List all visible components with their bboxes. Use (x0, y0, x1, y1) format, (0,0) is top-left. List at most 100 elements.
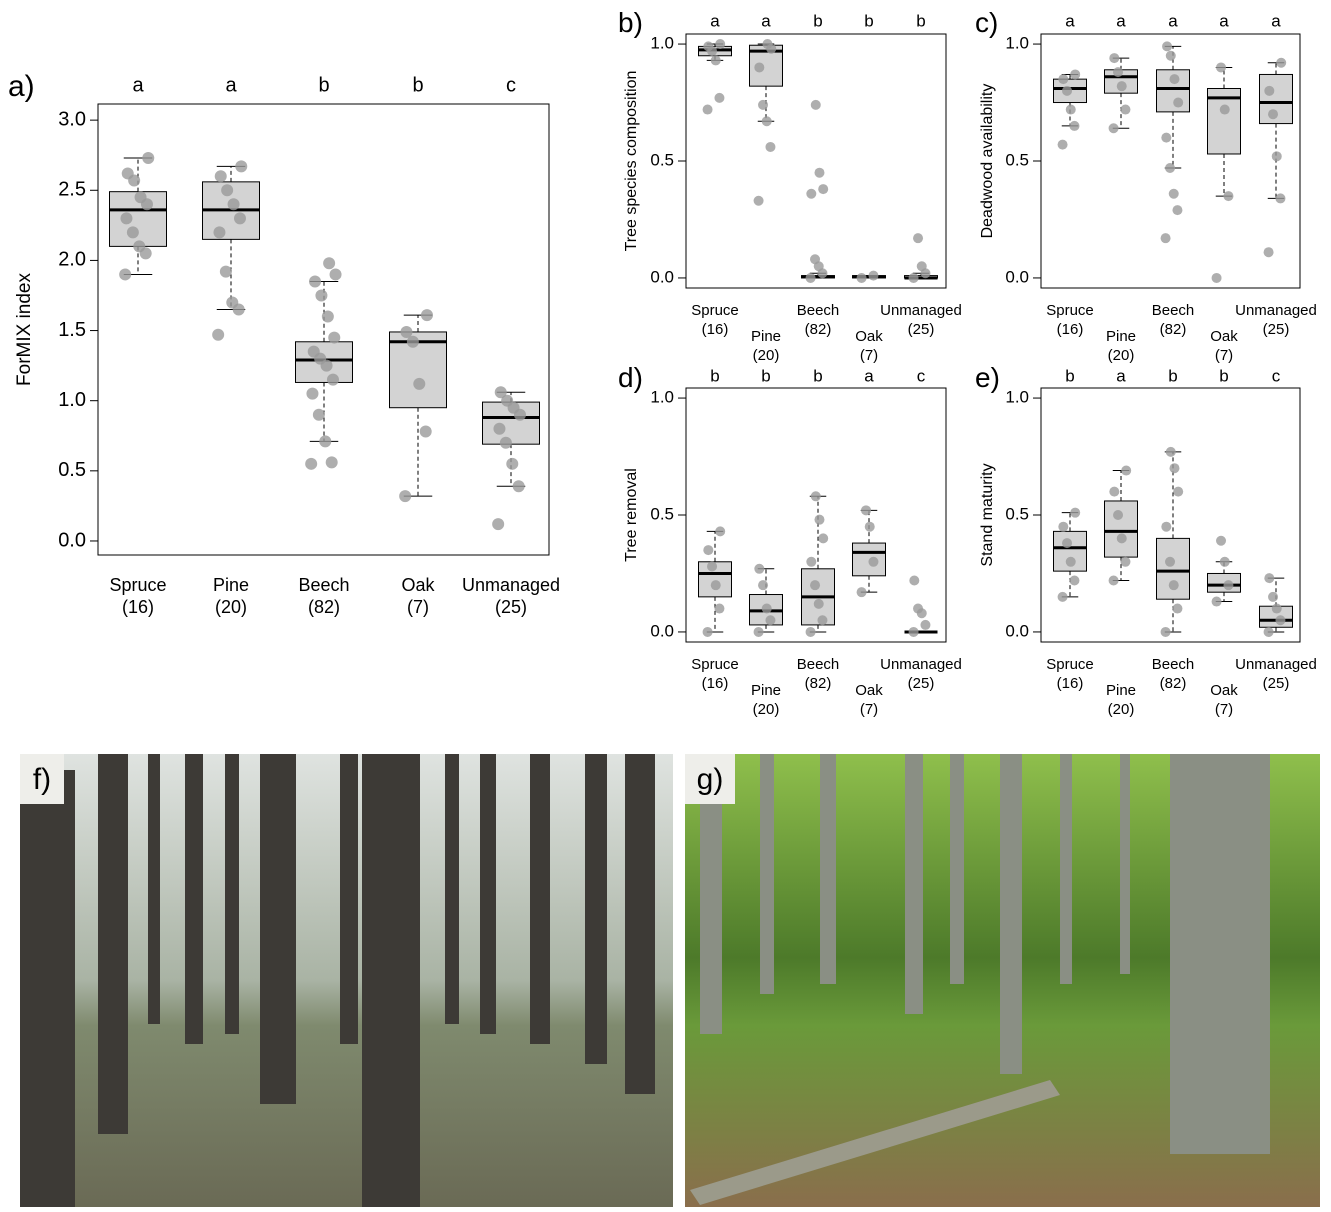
y-tick-label: 0.5 (1005, 504, 1029, 523)
data-point (818, 184, 828, 194)
group-letter: b (412, 74, 423, 96)
group-letter: a (225, 74, 237, 96)
x-tick-label: Oak (855, 682, 883, 699)
plot-frame (98, 104, 549, 555)
group-size: (25) (1263, 321, 1290, 338)
group-size: (25) (495, 597, 527, 617)
group-letter: a (1116, 366, 1126, 385)
group-size: (16) (122, 597, 154, 617)
y-tick-label: 1.0 (650, 388, 674, 407)
data-point (758, 580, 768, 590)
data-point (492, 518, 504, 530)
group-size: (16) (702, 675, 729, 692)
y-tick-label: 0.5 (58, 459, 86, 481)
data-point (1070, 508, 1080, 518)
data-point (1070, 69, 1080, 79)
data-point (1162, 41, 1172, 51)
data-point (818, 533, 828, 543)
data-point (1173, 98, 1183, 108)
x-tick-label: Spruce (691, 656, 739, 673)
data-point (315, 289, 327, 301)
data-point (707, 561, 717, 571)
data-point (127, 226, 139, 238)
data-point (1161, 233, 1171, 243)
data-point (400, 326, 412, 338)
data-point (714, 604, 724, 614)
data-point (1212, 597, 1222, 607)
data-point (1120, 105, 1130, 115)
group-size: (82) (1160, 321, 1187, 338)
group-letter: a (1065, 11, 1075, 30)
box (1208, 573, 1241, 592)
group-size: (82) (805, 321, 832, 338)
group-letter: b (813, 366, 822, 385)
x-tick-label: Spruce (109, 575, 166, 595)
data-point (1275, 615, 1285, 625)
data-point (326, 456, 338, 468)
data-point (1062, 538, 1072, 548)
data-point (1212, 273, 1222, 283)
data-point (235, 160, 247, 172)
data-point (806, 557, 816, 567)
figure: f) g) a)ForMIX index0.00.51.01.52.02.53.… (0, 0, 1331, 1207)
data-point (762, 39, 772, 49)
data-point (1069, 121, 1079, 131)
x-tick-label: Beech (1152, 302, 1195, 319)
panel-label: c) (975, 7, 998, 38)
data-point (754, 62, 764, 72)
data-point (215, 170, 227, 182)
data-point (1169, 580, 1179, 590)
group-letter: b (916, 11, 925, 30)
data-point (1275, 193, 1285, 203)
group-letter: b (813, 11, 822, 30)
group-size: (20) (753, 701, 780, 718)
group-letter: b (710, 366, 719, 385)
group-size: (16) (1057, 675, 1084, 692)
x-tick-label: Pine (751, 328, 781, 345)
y-tick-label: 1.0 (650, 34, 674, 53)
data-point (817, 615, 827, 625)
y-tick-label: 0.5 (1005, 150, 1029, 169)
data-point (806, 189, 816, 199)
x-tick-label: Beech (1152, 656, 1195, 673)
group-letter: c (1272, 366, 1281, 385)
data-point (319, 435, 331, 447)
data-point (913, 233, 923, 243)
data-point (1058, 74, 1068, 84)
data-point (513, 480, 525, 492)
data-point (754, 627, 764, 637)
y-axis-label: Deadwood availability (979, 84, 996, 239)
group-letter: b (1065, 366, 1074, 385)
group-size: (7) (860, 701, 878, 718)
data-point (1165, 557, 1175, 567)
data-point (754, 196, 764, 206)
data-point (119, 268, 131, 280)
data-point (142, 152, 154, 164)
data-point (1058, 522, 1068, 532)
data-point (806, 627, 816, 637)
data-point (711, 580, 721, 590)
data-point (234, 212, 246, 224)
panel-label: e) (975, 362, 1000, 393)
group-letter: b (1168, 366, 1177, 385)
photo-g: g) (685, 754, 1320, 1207)
group-letter: a (132, 74, 144, 96)
group-letter: b (318, 74, 329, 96)
data-point (309, 275, 321, 287)
data-point (1117, 533, 1127, 543)
y-tick-label: 3.0 (58, 108, 86, 130)
data-point (1069, 575, 1079, 585)
group-size: (7) (860, 347, 878, 364)
data-point (1272, 604, 1282, 614)
data-point (762, 604, 772, 614)
data-point (861, 505, 871, 515)
photo-label: f) (33, 763, 51, 796)
data-point (1120, 557, 1130, 567)
x-tick-label: Spruce (691, 302, 739, 319)
group-letter: a (1219, 11, 1229, 30)
group-size: (16) (702, 321, 729, 338)
group-size: (82) (308, 597, 340, 617)
panel-label: d) (618, 362, 643, 393)
data-point (762, 116, 772, 126)
x-tick-label: Pine (1106, 682, 1136, 699)
